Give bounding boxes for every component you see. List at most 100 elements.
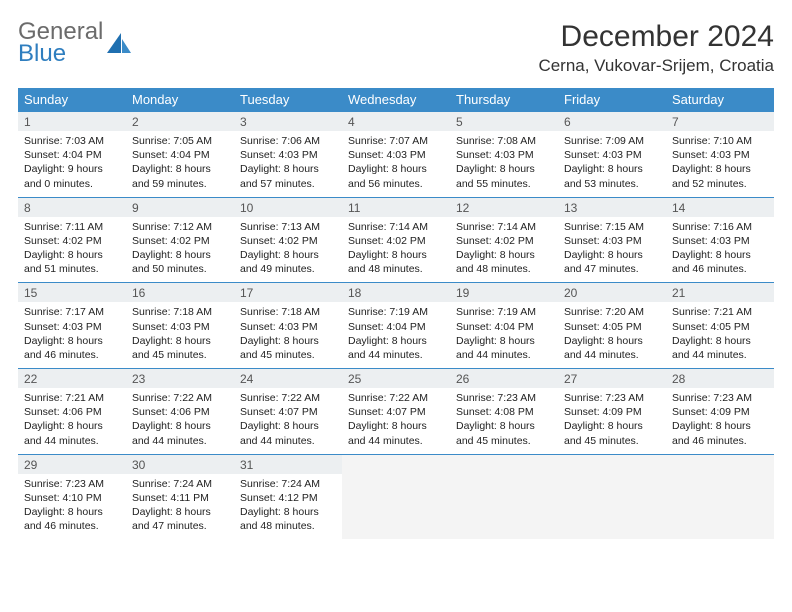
sunrise-text: Sunrise: 7:05 AM <box>132 134 228 148</box>
sunset-text: Sunset: 4:02 PM <box>456 234 552 248</box>
weekday-header: Monday <box>126 88 234 112</box>
daylight-text: and 46 minutes. <box>672 434 768 448</box>
daylight-text: and 45 minutes. <box>132 348 228 362</box>
sunrise-text: Sunrise: 7:19 AM <box>348 305 444 319</box>
daylight-text: Daylight: 8 hours <box>24 505 120 519</box>
sunset-text: Sunset: 4:06 PM <box>132 405 228 419</box>
sunrise-text: Sunrise: 7:23 AM <box>672 391 768 405</box>
day-content-cell: Sunrise: 7:23 AMSunset: 4:09 PMDaylight:… <box>558 388 666 454</box>
sunset-text: Sunset: 4:03 PM <box>672 148 768 162</box>
day-number-cell: 14 <box>666 197 774 217</box>
day-number-cell <box>450 454 558 474</box>
day-content-cell: Sunrise: 7:07 AMSunset: 4:03 PMDaylight:… <box>342 131 450 197</box>
day-content-cell: Sunrise: 7:08 AMSunset: 4:03 PMDaylight:… <box>450 131 558 197</box>
sunrise-text: Sunrise: 7:12 AM <box>132 220 228 234</box>
day-number-cell: 16 <box>126 283 234 303</box>
day-content-cell: Sunrise: 7:14 AMSunset: 4:02 PMDaylight:… <box>342 217 450 283</box>
daylight-text: and 0 minutes. <box>24 177 120 191</box>
sunrise-text: Sunrise: 7:17 AM <box>24 305 120 319</box>
daylight-text: and 46 minutes. <box>24 519 120 533</box>
logo-text-blue: Blue <box>18 42 103 66</box>
sunrise-text: Sunrise: 7:11 AM <box>24 220 120 234</box>
daylight-text: and 44 minutes. <box>564 348 660 362</box>
sunset-text: Sunset: 4:03 PM <box>564 148 660 162</box>
daylight-text: Daylight: 8 hours <box>456 248 552 262</box>
day-content-cell: Sunrise: 7:15 AMSunset: 4:03 PMDaylight:… <box>558 217 666 283</box>
sunset-text: Sunset: 4:11 PM <box>132 491 228 505</box>
day-number-cell: 23 <box>126 369 234 389</box>
day-content-row: Sunrise: 7:03 AMSunset: 4:04 PMDaylight:… <box>18 131 774 197</box>
daylight-text: and 44 minutes. <box>24 434 120 448</box>
sunset-text: Sunset: 4:09 PM <box>564 405 660 419</box>
day-content-cell: Sunrise: 7:24 AMSunset: 4:11 PMDaylight:… <box>126 474 234 540</box>
daylight-text: Daylight: 8 hours <box>24 419 120 433</box>
day-number-cell: 20 <box>558 283 666 303</box>
sunset-text: Sunset: 4:04 PM <box>348 320 444 334</box>
day-number-cell: 2 <box>126 112 234 132</box>
day-number-cell: 13 <box>558 197 666 217</box>
day-number-cell: 29 <box>18 454 126 474</box>
day-content-cell <box>450 474 558 540</box>
sunrise-text: Sunrise: 7:14 AM <box>456 220 552 234</box>
day-number-cell: 26 <box>450 369 558 389</box>
sunrise-text: Sunrise: 7:19 AM <box>456 305 552 319</box>
day-content-cell: Sunrise: 7:22 AMSunset: 4:06 PMDaylight:… <box>126 388 234 454</box>
daylight-text: Daylight: 8 hours <box>348 334 444 348</box>
daylight-text: and 47 minutes. <box>564 262 660 276</box>
daylight-text: Daylight: 8 hours <box>456 334 552 348</box>
daylight-text: and 59 minutes. <box>132 177 228 191</box>
day-content-cell: Sunrise: 7:23 AMSunset: 4:10 PMDaylight:… <box>18 474 126 540</box>
day-number-cell: 5 <box>450 112 558 132</box>
sunrise-text: Sunrise: 7:23 AM <box>564 391 660 405</box>
daylight-text: and 44 minutes. <box>348 434 444 448</box>
day-content-cell <box>342 474 450 540</box>
daylight-text: and 48 minutes. <box>456 262 552 276</box>
day-content-cell: Sunrise: 7:22 AMSunset: 4:07 PMDaylight:… <box>234 388 342 454</box>
day-content-cell: Sunrise: 7:24 AMSunset: 4:12 PMDaylight:… <box>234 474 342 540</box>
daylight-text: Daylight: 8 hours <box>240 419 336 433</box>
location: Cerna, Vukovar-Srijem, Croatia <box>538 56 774 76</box>
daylight-text: Daylight: 8 hours <box>564 334 660 348</box>
day-content-cell: Sunrise: 7:22 AMSunset: 4:07 PMDaylight:… <box>342 388 450 454</box>
day-number-row: 891011121314 <box>18 197 774 217</box>
daylight-text: Daylight: 8 hours <box>24 248 120 262</box>
day-number-row: 293031 <box>18 454 774 474</box>
sunset-text: Sunset: 4:05 PM <box>564 320 660 334</box>
sunrise-text: Sunrise: 7:08 AM <box>456 134 552 148</box>
weekday-header: Wednesday <box>342 88 450 112</box>
day-number-cell: 31 <box>234 454 342 474</box>
day-content-cell: Sunrise: 7:21 AMSunset: 4:05 PMDaylight:… <box>666 302 774 368</box>
day-content-row: Sunrise: 7:11 AMSunset: 4:02 PMDaylight:… <box>18 217 774 283</box>
weekday-header-row: Sunday Monday Tuesday Wednesday Thursday… <box>18 88 774 112</box>
daylight-text: Daylight: 8 hours <box>132 505 228 519</box>
day-content-cell: Sunrise: 7:10 AMSunset: 4:03 PMDaylight:… <box>666 131 774 197</box>
daylight-text: Daylight: 8 hours <box>456 419 552 433</box>
day-content-cell: Sunrise: 7:14 AMSunset: 4:02 PMDaylight:… <box>450 217 558 283</box>
day-content-row: Sunrise: 7:23 AMSunset: 4:10 PMDaylight:… <box>18 474 774 540</box>
day-number-row: 1234567 <box>18 112 774 132</box>
sunset-text: Sunset: 4:02 PM <box>24 234 120 248</box>
sunset-text: Sunset: 4:03 PM <box>240 320 336 334</box>
day-number-row: 15161718192021 <box>18 283 774 303</box>
daylight-text: and 47 minutes. <box>132 519 228 533</box>
day-number-cell: 28 <box>666 369 774 389</box>
daylight-text: Daylight: 8 hours <box>240 248 336 262</box>
sunrise-text: Sunrise: 7:24 AM <box>132 477 228 491</box>
day-number-cell: 6 <box>558 112 666 132</box>
daylight-text: Daylight: 8 hours <box>672 248 768 262</box>
day-content-cell: Sunrise: 7:05 AMSunset: 4:04 PMDaylight:… <box>126 131 234 197</box>
day-number-cell <box>666 454 774 474</box>
sunset-text: Sunset: 4:03 PM <box>132 320 228 334</box>
sunset-text: Sunset: 4:12 PM <box>240 491 336 505</box>
weekday-header: Tuesday <box>234 88 342 112</box>
sunset-text: Sunset: 4:02 PM <box>348 234 444 248</box>
day-content-cell: Sunrise: 7:12 AMSunset: 4:02 PMDaylight:… <box>126 217 234 283</box>
weekday-header: Sunday <box>18 88 126 112</box>
day-content-cell: Sunrise: 7:16 AMSunset: 4:03 PMDaylight:… <box>666 217 774 283</box>
daylight-text: Daylight: 8 hours <box>672 162 768 176</box>
sunrise-text: Sunrise: 7:22 AM <box>240 391 336 405</box>
day-number-cell: 15 <box>18 283 126 303</box>
sunrise-text: Sunrise: 7:23 AM <box>24 477 120 491</box>
day-content-cell: Sunrise: 7:18 AMSunset: 4:03 PMDaylight:… <box>234 302 342 368</box>
daylight-text: and 48 minutes. <box>240 519 336 533</box>
